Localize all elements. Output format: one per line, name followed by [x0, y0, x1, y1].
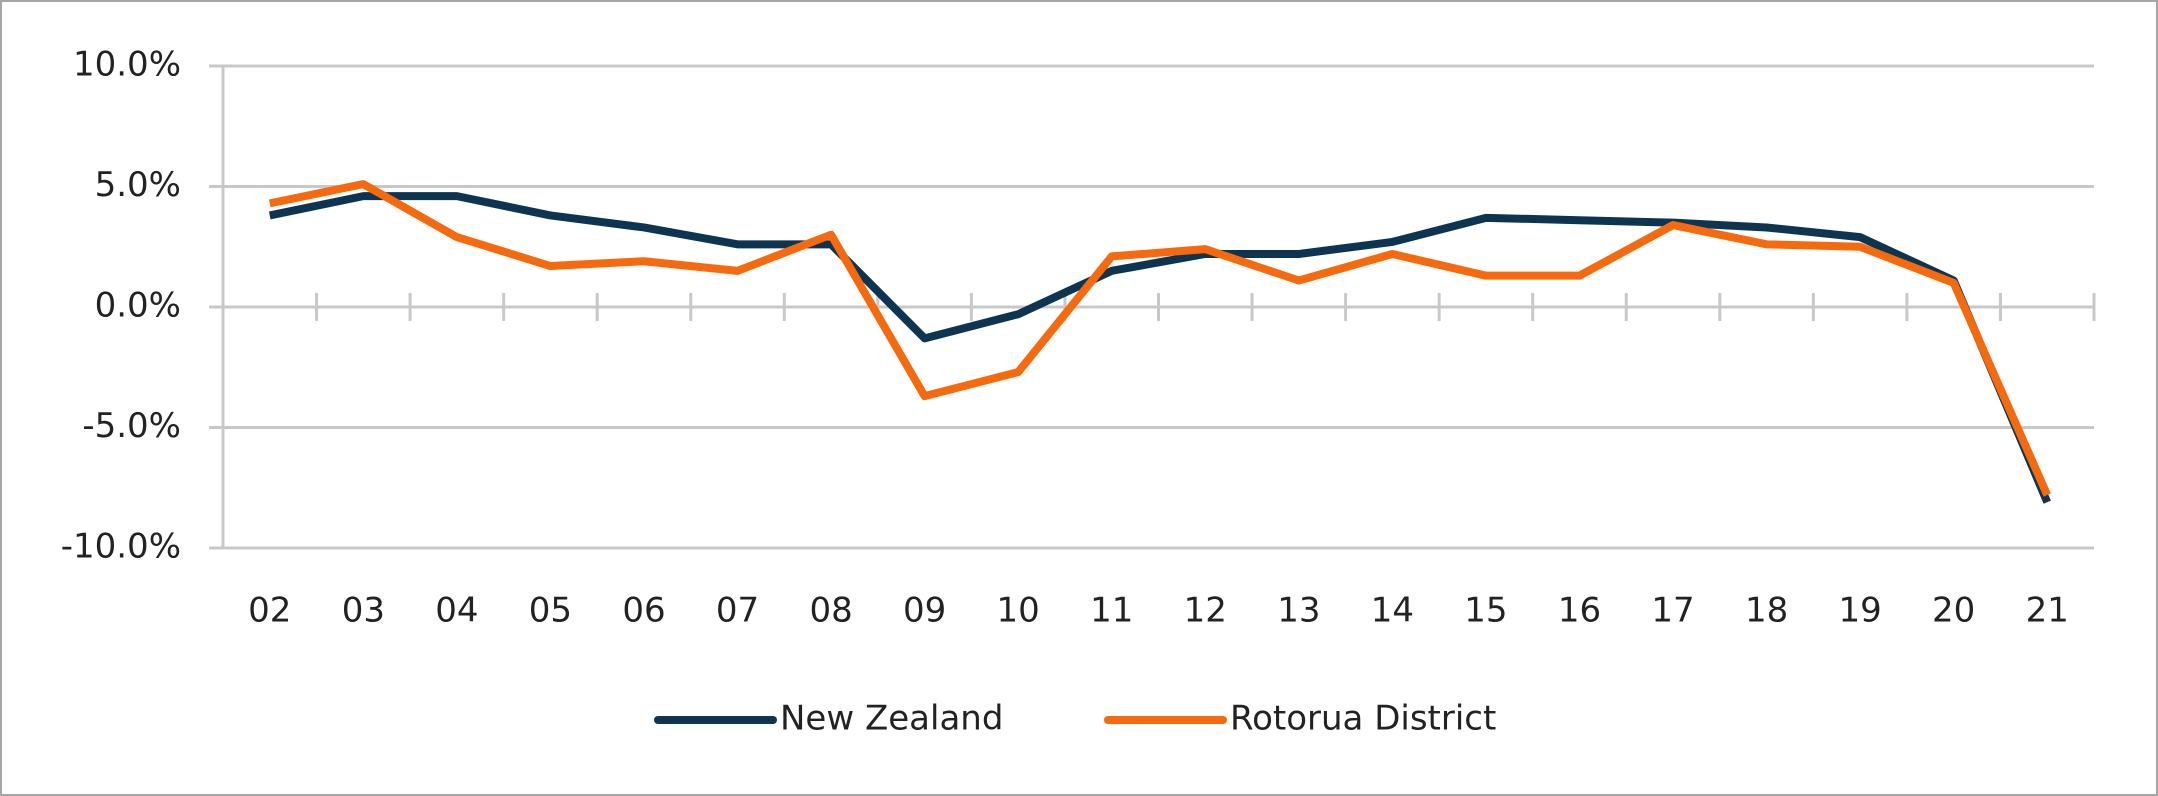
- x-tick-label: 04: [435, 591, 478, 631]
- x-tick-label: 03: [342, 591, 385, 631]
- x-tick-label: 21: [2026, 591, 2069, 631]
- y-tick-label: -5.0%: [82, 406, 181, 446]
- x-tick-label: 15: [1464, 591, 1507, 631]
- x-tick-label: 14: [1371, 591, 1414, 631]
- x-tick-label: 16: [1558, 591, 1601, 631]
- x-tick-label: 10: [997, 591, 1040, 631]
- x-tick-label: 11: [1090, 591, 1133, 631]
- x-tick-label: 08: [809, 591, 852, 631]
- x-tick-label: 05: [529, 591, 572, 631]
- x-tick-label: 12: [1184, 591, 1227, 631]
- y-tick-label: 0.0%: [95, 286, 181, 326]
- legend-label: Rotorua District: [1230, 699, 1496, 739]
- x-tick-label: 13: [1277, 591, 1320, 631]
- x-tick-label: 17: [1651, 591, 1694, 631]
- series-line: [268, 180, 2051, 497]
- y-tick-label: 10.0%: [73, 45, 181, 85]
- y-tick-label: -10.0%: [61, 527, 181, 567]
- x-tick-label: 20: [1932, 591, 1975, 631]
- x-tick-label: 18: [1745, 591, 1788, 631]
- x-tick-label: 06: [622, 591, 665, 631]
- series-line: [268, 192, 2051, 504]
- x-tick-label: 07: [716, 591, 759, 631]
- y-tick-label: 5.0%: [95, 165, 181, 205]
- x-tick-label: 19: [1838, 591, 1881, 631]
- legend-label: New Zealand: [780, 699, 1003, 739]
- x-tick-label: 02: [248, 591, 291, 631]
- x-tick-label: 09: [903, 591, 946, 631]
